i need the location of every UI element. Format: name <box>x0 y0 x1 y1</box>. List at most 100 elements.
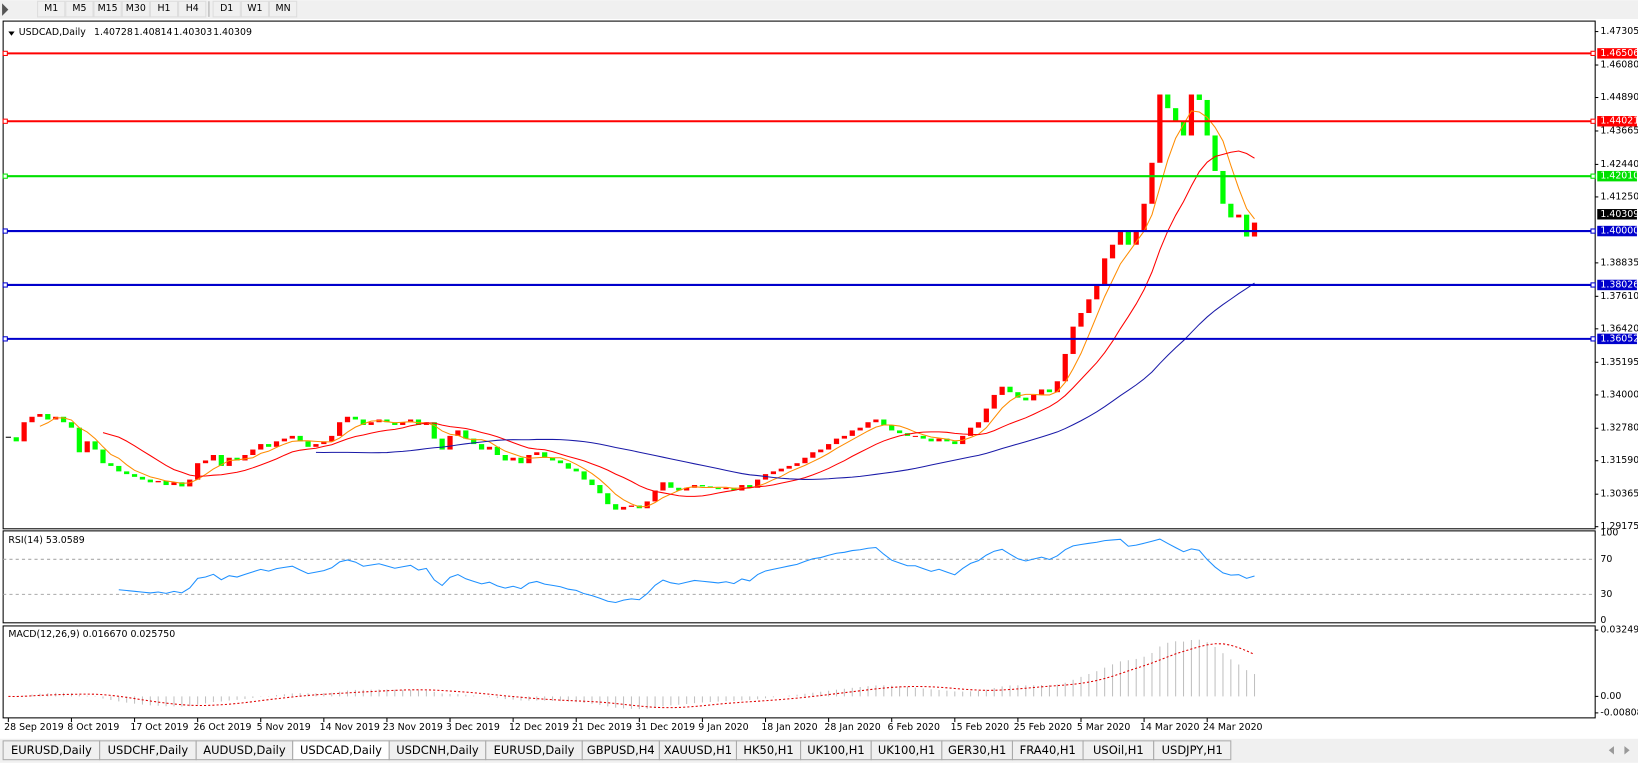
candle <box>179 482 185 487</box>
candle <box>810 452 816 458</box>
candle <box>983 408 989 423</box>
candle <box>163 480 169 486</box>
candle <box>1094 285 1100 300</box>
candle <box>620 506 627 510</box>
y-tick-label: 1.31590 <box>1600 455 1638 466</box>
y-tick-label: 1.46080 <box>1600 60 1638 71</box>
tab-label: EURUSD,Daily <box>11 743 92 757</box>
candle <box>384 419 390 423</box>
y-tick-label: -0.00808 <box>1600 707 1638 718</box>
level-price-box <box>1597 170 1637 182</box>
x-tick-label: 12 Dec 2019 <box>509 722 569 733</box>
level-handle <box>1590 282 1596 288</box>
candle <box>975 422 982 428</box>
candle <box>1062 353 1068 382</box>
ohlc-value: 1.40309 <box>213 27 252 38</box>
candle <box>1141 203 1147 232</box>
tab-label: UK100,H1 <box>878 743 935 757</box>
tab[interactable] <box>1153 740 1232 761</box>
candle <box>865 422 871 428</box>
candle <box>313 444 319 447</box>
candle <box>478 444 485 450</box>
candle <box>928 438 934 442</box>
timeframe-label: H1 <box>157 3 170 14</box>
candle <box>967 427 974 436</box>
rsi-line <box>118 538 1255 604</box>
timeframe-label: D1 <box>220 3 233 14</box>
current-price-box <box>1597 209 1637 220</box>
x-tick-label: 21 Dec 2019 <box>572 722 632 733</box>
candle <box>1133 231 1139 245</box>
candle <box>841 435 847 439</box>
timeframe-button[interactable] <box>37 0 66 18</box>
tab-label: USDJPY,H1 <box>1162 743 1223 757</box>
candle <box>1157 94 1163 163</box>
candle <box>818 449 824 453</box>
candle <box>116 465 122 472</box>
x-tick-label: 17 Oct 2019 <box>130 722 188 733</box>
tab-label: GBPUSD,H4 <box>587 743 655 757</box>
y-tick-label: 1.38835 <box>1600 257 1638 268</box>
y-tick-label: 70 <box>1600 554 1612 565</box>
moving-average <box>102 150 1255 497</box>
level-handle <box>2 50 8 56</box>
candle <box>1236 214 1242 218</box>
moving-average <box>315 282 1255 480</box>
candle <box>108 463 114 466</box>
candle <box>920 435 926 439</box>
candle <box>360 419 366 425</box>
candle <box>400 422 406 425</box>
timeframe-button[interactable] <box>240 0 269 18</box>
x-tick-label: 5 Mar 2020 <box>1077 722 1131 733</box>
timeframe-button[interactable] <box>121 0 150 18</box>
candle <box>486 446 493 450</box>
level-handle <box>1590 50 1596 56</box>
timeframe-label: M5 <box>72 3 86 14</box>
candle <box>731 487 737 491</box>
current-price: 1.40309 <box>1600 209 1638 220</box>
candle <box>258 444 264 450</box>
price-panel <box>2 20 1596 530</box>
timeframe-button[interactable] <box>178 0 207 18</box>
scroll-left[interactable] <box>1608 746 1614 755</box>
level-price: 1.38026 <box>1600 279 1638 290</box>
candle <box>273 441 280 447</box>
tab-label: USDCNH,Daily <box>396 743 479 757</box>
macd-panel <box>2 625 1596 719</box>
candle <box>912 435 918 437</box>
candle <box>494 446 500 456</box>
timeframe-label: W1 <box>247 3 262 14</box>
candle <box>1188 94 1195 136</box>
candle <box>1046 389 1053 393</box>
scroll-right[interactable] <box>1624 746 1630 755</box>
candle <box>76 427 82 453</box>
candle <box>29 416 35 423</box>
level-price-box <box>1597 279 1637 291</box>
candle <box>676 487 682 491</box>
candle <box>873 419 879 423</box>
timeframe-button[interactable] <box>65 0 94 18</box>
timeframe-button[interactable] <box>93 0 122 18</box>
y-tick-label: 0.032493 <box>1600 625 1638 636</box>
timeframe-button[interactable] <box>149 0 179 18</box>
timeframe-button[interactable] <box>268 0 298 18</box>
candle <box>305 441 311 447</box>
timeframe-button[interactable] <box>212 0 241 18</box>
candle <box>1054 381 1060 393</box>
tab-label: EURUSD,Daily <box>494 743 575 757</box>
candle <box>234 457 240 461</box>
candle <box>794 463 800 466</box>
candle <box>825 444 832 450</box>
tab-label: AUDUSD,Daily <box>203 743 286 757</box>
candle <box>329 435 335 442</box>
candle <box>1109 244 1116 259</box>
x-tick-label: 6 Feb 2020 <box>888 722 940 733</box>
timeframe-label: M15 <box>98 3 118 14</box>
macd-title: MACD(12,26,9) 0.016670 0.025750 <box>8 629 175 640</box>
x-tick-label: 28 Jan 2020 <box>824 722 880 733</box>
x-tick-label: 24 Mar 2020 <box>1203 722 1263 733</box>
y-tick-label: 1.44890 <box>1600 92 1638 103</box>
x-tick-label: 26 Oct 2019 <box>193 722 251 733</box>
candle <box>226 457 232 466</box>
candle <box>344 416 351 423</box>
